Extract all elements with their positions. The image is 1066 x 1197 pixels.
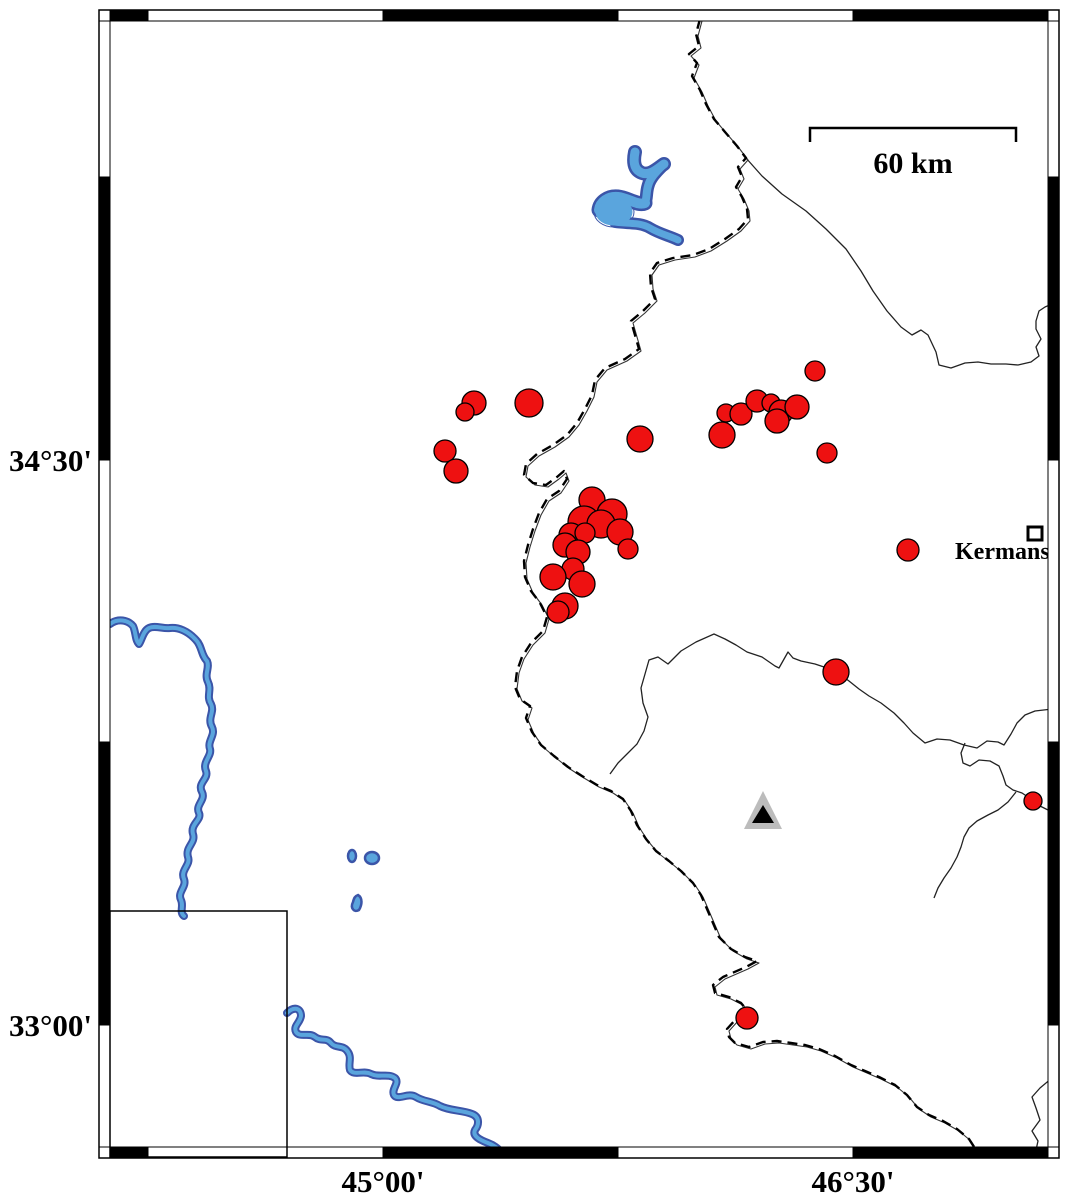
map-content: Kermans <box>110 21 1050 1147</box>
border-dashed-line <box>513 21 976 1147</box>
boundary-corner <box>1031 1080 1048 1147</box>
epicenter-marker <box>816 442 838 464</box>
boundary-southeast-b <box>933 791 1017 899</box>
map-frame <box>98 9 1060 1159</box>
epicenter-marker <box>822 658 850 686</box>
epicenter-marker <box>735 1006 759 1030</box>
epicenter-marker <box>1023 791 1043 811</box>
river-west <box>110 618 215 918</box>
study-area-rectangle <box>109 910 288 1158</box>
station-marker <box>744 791 782 829</box>
city-square-marker <box>1026 525 1044 542</box>
boundary-lines <box>609 157 1048 1147</box>
epicenter-marker <box>443 458 469 484</box>
boundary-east-west <box>609 633 1048 775</box>
epicenter-marker <box>539 563 567 591</box>
scale-bar: 60 km <box>808 126 1018 180</box>
river-south <box>285 1006 499 1147</box>
epicenter-marker <box>784 394 810 420</box>
scale-bar-label: 60 km <box>873 147 952 180</box>
station-triangle-inner <box>752 805 774 823</box>
city-label: Kermans <box>955 539 1050 565</box>
epicenter-layer <box>433 360 1043 1030</box>
epicenter-marker <box>804 360 826 382</box>
epicenter-marker <box>729 402 753 426</box>
lat-label-34-30: 34°30' <box>9 443 92 478</box>
epicenter-marker <box>433 439 457 463</box>
epicenter-marker <box>896 538 920 562</box>
epicenter-marker <box>546 600 570 624</box>
epicenter-marker <box>455 402 475 422</box>
epicenter-marker <box>708 421 736 449</box>
epicenter-marker <box>514 388 544 418</box>
boundary-northeast <box>745 157 1048 369</box>
lon-label-45-00: 45°00' <box>341 1164 424 1197</box>
epicenter-marker <box>617 538 639 560</box>
epicenter-marker <box>568 570 596 598</box>
lon-label-46-30: 46°30' <box>811 1164 894 1197</box>
lake <box>594 147 682 244</box>
epicenter-marker <box>626 425 654 453</box>
small-ponds <box>346 848 381 913</box>
scale-bar-bracket <box>808 126 1018 142</box>
lat-label-33-00: 33°00' <box>9 1008 92 1043</box>
epicenter-marker <box>764 408 790 434</box>
